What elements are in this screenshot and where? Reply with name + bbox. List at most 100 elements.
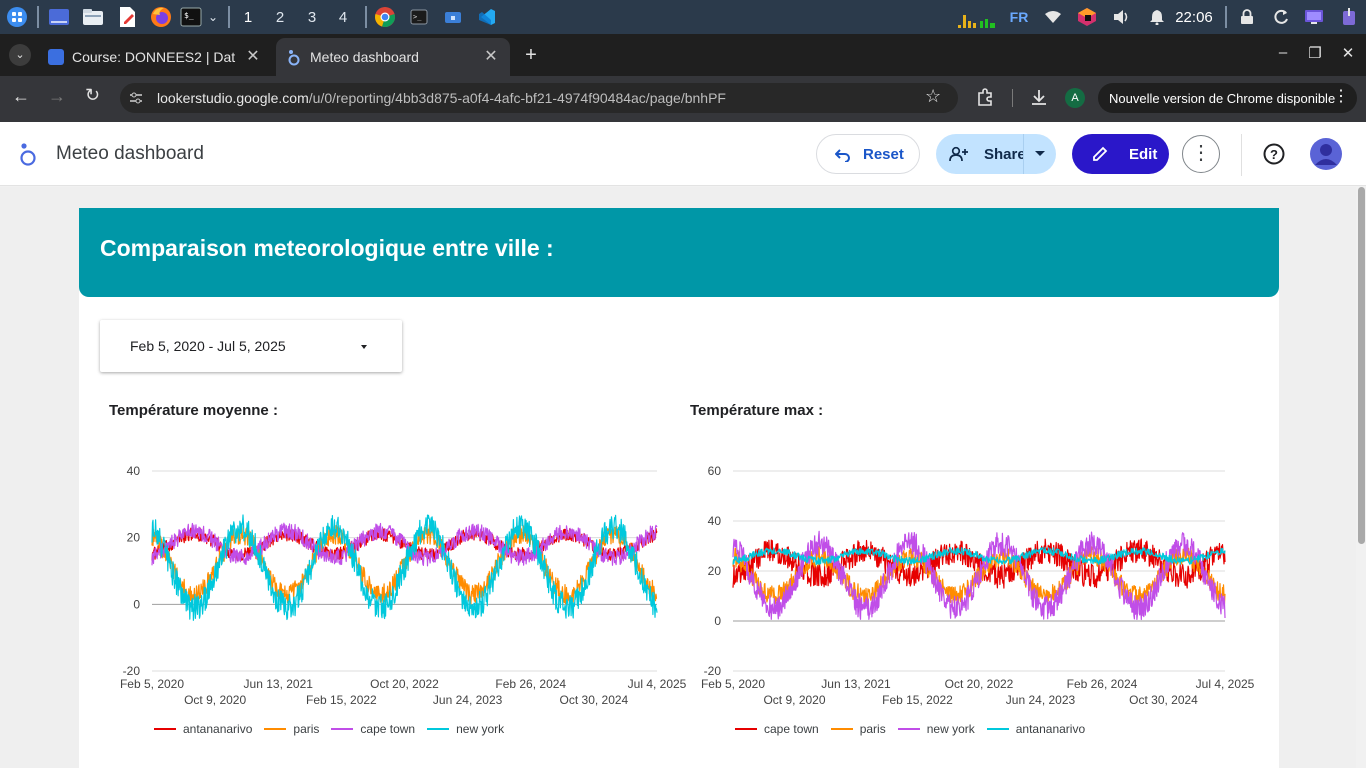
close-icon[interactable]: ✕ — [246, 48, 260, 65]
y-tick-label: 0 — [133, 597, 140, 611]
help-icon[interactable]: ? — [1263, 143, 1285, 170]
legend-item[interactable]: paris — [830, 722, 886, 736]
apps-grid-icon[interactable] — [4, 0, 30, 34]
text-editor-icon[interactable] — [114, 0, 140, 34]
y-tick-label: 40 — [708, 514, 722, 528]
keyboard-layout[interactable]: FR — [1009, 9, 1029, 25]
back-icon[interactable]: ← — [12, 86, 30, 106]
edit-label: Edit — [1129, 145, 1158, 163]
extensions-icon[interactable] — [976, 88, 994, 111]
series-line-new-york[interactable] — [732, 530, 1226, 621]
power-icon[interactable] — [1338, 0, 1360, 34]
legend-item[interactable]: cape town — [735, 722, 819, 736]
legend-item[interactable]: new york — [897, 722, 975, 736]
refresh-icon[interactable] — [1270, 0, 1292, 34]
workspace-2[interactable]: 2 — [275, 8, 285, 26]
tab-course[interactable]: Course: DONNEES2 | Dat ✕ — [38, 38, 272, 76]
x-tick-label: Feb 26, 2024 — [495, 677, 566, 691]
file-manager-icon[interactable] — [80, 0, 106, 34]
download-icon[interactable] — [1030, 88, 1048, 111]
legend-item[interactable]: new york — [427, 722, 504, 736]
scrollbar-thumb[interactable] — [1358, 187, 1365, 544]
volume-icon[interactable] — [1111, 0, 1133, 34]
reset-button[interactable]: Reset — [816, 134, 920, 174]
vscode-icon[interactable] — [474, 0, 500, 34]
course-favicon-icon — [48, 49, 64, 65]
workspace-4[interactable]: 4 — [338, 8, 348, 26]
maximize-icon[interactable]: ❐ — [1308, 45, 1322, 62]
legend-label: cape town — [360, 722, 416, 736]
tab-meteo-dashboard[interactable]: Meteo dashboard ✕ — [276, 38, 510, 76]
edit-button[interactable]: Edit — [1072, 134, 1169, 174]
profile-avatar[interactable]: A — [1065, 88, 1085, 108]
x-tick-label: Oct 20, 2022 — [370, 677, 439, 691]
app-icon[interactable] — [1076, 0, 1098, 34]
forward-icon[interactable]: → — [48, 86, 66, 106]
caret-down-icon — [1035, 151, 1045, 156]
chrome-update-button[interactable]: Nouvelle version de Chrome disponible ⋮ — [1098, 83, 1357, 113]
chart-legend: cape town paris new york antananarivo — [735, 722, 1097, 736]
x-tick-label: Jun 13, 2021 — [244, 677, 314, 691]
minimize-icon[interactable]: – — [1278, 44, 1288, 61]
chrome-icon[interactable] — [372, 0, 398, 34]
x-tick-label: Jun 24, 2023 — [1006, 693, 1076, 707]
undo-icon — [835, 149, 850, 162]
legend-swatch — [986, 728, 1009, 730]
kebab-menu-icon[interactable]: ⋮ — [1333, 88, 1349, 105]
caret-down-icon — [361, 345, 367, 349]
x-tick-label: Oct 9, 2020 — [184, 693, 246, 707]
clock[interactable]: 22:06 — [1175, 8, 1213, 26]
legend-item[interactable]: cape town — [331, 722, 415, 736]
workspace-1[interactable]: 1 — [243, 8, 253, 26]
new-tab-button[interactable]: + — [525, 44, 537, 66]
site-info-icon[interactable] — [128, 90, 144, 111]
legend-item[interactable]: paris — [264, 722, 319, 736]
wifi-icon[interactable] — [1042, 0, 1064, 34]
series-line-paris[interactable] — [732, 545, 1226, 606]
close-icon[interactable]: ✕ — [484, 48, 498, 65]
address-bar[interactable] — [120, 83, 958, 113]
series-line-new-york[interactable] — [151, 514, 658, 621]
report-title[interactable]: Meteo dashboard — [56, 143, 204, 164]
close-window-icon[interactable]: ✕ — [1341, 45, 1355, 62]
desktop-icon[interactable] — [46, 0, 72, 34]
looker-logo-icon[interactable] — [19, 141, 39, 172]
legend-item[interactable]: antananarivo — [986, 722, 1085, 736]
series-line-cape-town[interactable] — [151, 522, 658, 567]
y-tick-label: 20 — [127, 531, 141, 545]
series-line-antananarivo[interactable] — [732, 546, 1226, 566]
url-text[interactable]: lookerstudio.google.com/u/0/reporting/4b… — [157, 90, 726, 106]
share-dropdown-button[interactable] — [1023, 134, 1056, 174]
more-vert-icon: ⋮ — [1191, 142, 1211, 164]
bell-icon[interactable] — [1146, 0, 1168, 34]
y-tick-label: 40 — [127, 464, 141, 478]
taskbar-separator — [365, 6, 367, 28]
chart-title: Température max : — [690, 402, 824, 419]
tab-search-icon[interactable]: ⌄ — [9, 44, 31, 66]
legend-label: cape town — [764, 722, 819, 736]
reload-icon[interactable]: ↻ — [85, 85, 101, 105]
tab-label: Course: DONNEES2 | Dat — [72, 49, 236, 65]
workspace-3[interactable]: 3 — [307, 8, 317, 26]
display-icon[interactable] — [1303, 0, 1325, 34]
legend-label: paris — [859, 722, 886, 736]
folder-icon[interactable] — [440, 0, 466, 34]
more-options-button[interactable]: ⋮ — [1182, 135, 1220, 173]
x-tick-label: Feb 15, 2022 — [306, 693, 377, 707]
chevron-down-icon[interactable]: ⌄ — [207, 10, 219, 24]
share-button[interactable]: Share — [936, 134, 1026, 174]
lock-icon[interactable] — [1236, 0, 1258, 34]
x-tick-label: Jul 4, 2025 — [628, 677, 687, 691]
account-avatar[interactable] — [1310, 138, 1342, 175]
bookmark-star-icon[interactable]: ☆ — [925, 86, 942, 106]
chart-title: Température moyenne : — [109, 402, 278, 419]
legend-item[interactable]: antananarivo — [154, 722, 252, 736]
firefox-icon[interactable] — [148, 0, 174, 34]
date-range-control[interactable] — [100, 320, 402, 372]
legend-swatch — [154, 728, 176, 730]
terminal-icon[interactable]: $_ — [178, 0, 204, 34]
legend-swatch — [830, 728, 853, 730]
terminal-icon[interactable]: >_ — [406, 0, 432, 34]
